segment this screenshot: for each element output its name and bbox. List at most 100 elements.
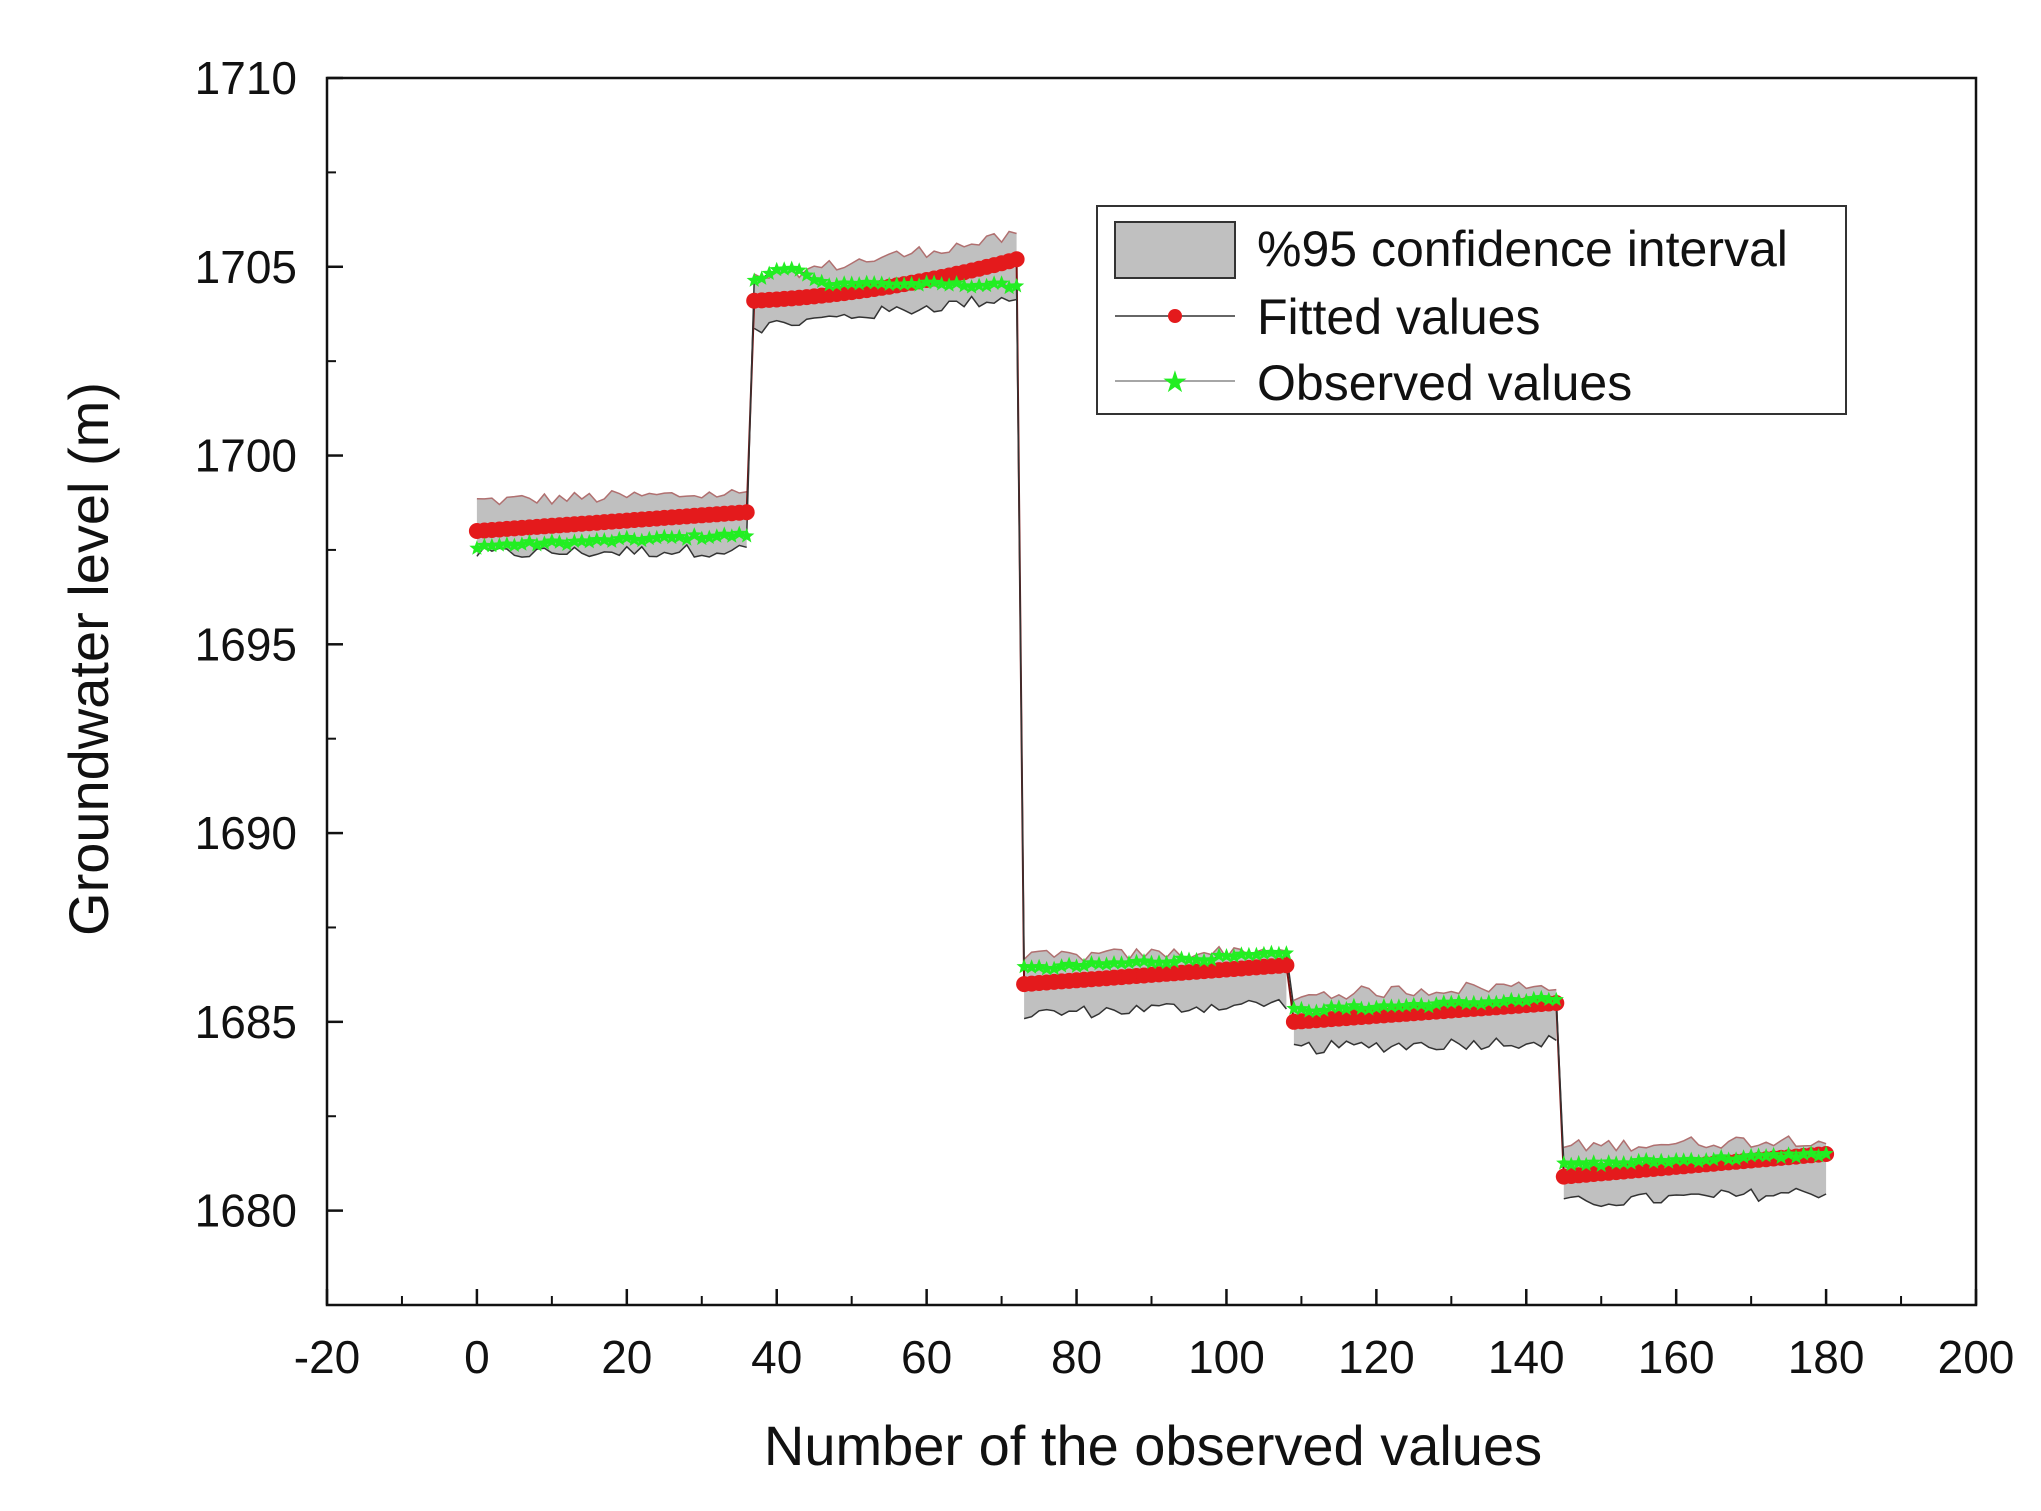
observed-point-8 bbox=[529, 537, 545, 552]
observed-point-114 bbox=[1323, 999, 1339, 1014]
confidence-band-lower-edge-4 bbox=[1293, 1034, 1557, 1055]
observed-point-27 bbox=[671, 528, 687, 544]
legend-label-fitted: Fitted values bbox=[1257, 289, 1540, 345]
observed-point-20 bbox=[619, 529, 635, 545]
observed-point-50 bbox=[844, 275, 860, 290]
observed-point-86 bbox=[1113, 955, 1130, 970]
y-tick-label-4: 1700 bbox=[195, 430, 297, 482]
observed-point-64 bbox=[949, 275, 965, 290]
observed-point-118 bbox=[1353, 1000, 1369, 1015]
observed-point-93 bbox=[1166, 953, 1182, 969]
observed-point-175 bbox=[1781, 1146, 1797, 1161]
fitted-point-108 bbox=[1278, 957, 1295, 974]
observed-point-99 bbox=[1211, 947, 1227, 963]
observed-point-146 bbox=[1563, 1156, 1579, 1172]
observed-point-56 bbox=[889, 276, 905, 291]
observed-point-58 bbox=[904, 275, 920, 291]
observed-point-112 bbox=[1308, 1003, 1324, 1018]
observed-point-108 bbox=[1278, 945, 1294, 960]
observed-point-53 bbox=[866, 275, 882, 290]
observed-point-156 bbox=[1638, 1151, 1654, 1167]
observed-point-124 bbox=[1398, 997, 1414, 1013]
observed-point-12 bbox=[559, 536, 575, 551]
observed-point-28 bbox=[679, 531, 695, 546]
x-tick-label-11: 200 bbox=[1938, 1331, 2015, 1383]
observed-point-134 bbox=[1473, 996, 1489, 1011]
observed-point-79 bbox=[1061, 956, 1077, 971]
observed-point-121 bbox=[1376, 998, 1392, 1013]
legend-swatch-band bbox=[1114, 221, 1236, 279]
observed-point-128 bbox=[1428, 996, 1444, 1011]
observed-point-63 bbox=[941, 277, 957, 292]
legend-label-observed: Observed values bbox=[1257, 355, 1632, 411]
confidence-band-lower-edge-2 bbox=[753, 295, 1017, 334]
fitted-point-36 bbox=[738, 504, 755, 521]
observed-point-51 bbox=[851, 276, 867, 291]
observed-point-21 bbox=[626, 531, 642, 546]
observed-point-16 bbox=[589, 531, 605, 547]
observed-point-34 bbox=[724, 528, 740, 543]
observed-point-138 bbox=[1503, 991, 1519, 1007]
observed-point-23 bbox=[641, 530, 657, 546]
x-tick-label-7: 120 bbox=[1338, 1331, 1415, 1383]
observed-point-73 bbox=[1016, 958, 1032, 974]
observed-point-42 bbox=[784, 260, 800, 275]
observed-point-26 bbox=[664, 529, 680, 545]
observed-point-103 bbox=[1241, 946, 1257, 962]
observed-point-43 bbox=[791, 262, 807, 277]
observed-point-68 bbox=[979, 277, 995, 293]
observed-point-94 bbox=[1173, 950, 1190, 965]
confidence-band-upper-edge-4 bbox=[1293, 981, 1557, 1001]
y-tick-label-5: 1705 bbox=[195, 241, 297, 293]
observed-point-169 bbox=[1736, 1149, 1752, 1164]
observed-point-18 bbox=[604, 533, 620, 548]
observed-point-111 bbox=[1301, 1003, 1317, 1018]
observed-point-141 bbox=[1526, 990, 1542, 1006]
observed-point-162 bbox=[1683, 1151, 1699, 1166]
x-tick-label-6: 100 bbox=[1188, 1331, 1265, 1383]
observed-point-101 bbox=[1226, 948, 1242, 963]
observed-point-76 bbox=[1039, 960, 1055, 976]
observed-point-164 bbox=[1698, 1152, 1714, 1167]
confidence-band-lower-edge-5 bbox=[1563, 1187, 1827, 1208]
observed-point-131 bbox=[1451, 993, 1467, 1009]
observed-point-14 bbox=[574, 533, 590, 548]
observed-point-127 bbox=[1421, 998, 1437, 1014]
observed-point-154 bbox=[1623, 1155, 1639, 1170]
observed-point-92 bbox=[1158, 954, 1175, 970]
observed-point-170 bbox=[1743, 1147, 1759, 1163]
observed-point-172 bbox=[1758, 1148, 1774, 1163]
observed-point-19 bbox=[611, 530, 627, 546]
observed-point-139 bbox=[1511, 992, 1527, 1008]
observed-point-17 bbox=[596, 532, 612, 547]
observed-point-122 bbox=[1383, 998, 1399, 1013]
observed-point-179 bbox=[1811, 1148, 1827, 1163]
observed-point-62 bbox=[934, 276, 950, 291]
confidence-band-upper-edge-2 bbox=[753, 230, 1017, 279]
observed-point-3 bbox=[491, 537, 507, 552]
observed-point-148 bbox=[1578, 1156, 1594, 1172]
observed-point-0 bbox=[469, 540, 485, 555]
y-axis-title: Groundwater level (m) bbox=[57, 382, 120, 936]
observed-point-140 bbox=[1518, 992, 1534, 1008]
observed-point-119 bbox=[1361, 1001, 1377, 1016]
observed-point-91 bbox=[1151, 954, 1167, 969]
observed-point-89 bbox=[1136, 953, 1152, 968]
legend-marker-fitted bbox=[1168, 309, 1182, 323]
observed-point-158 bbox=[1653, 1152, 1669, 1168]
observed-point-84 bbox=[1098, 956, 1115, 971]
observed-point-173 bbox=[1766, 1146, 1782, 1162]
observed-point-126 bbox=[1413, 996, 1429, 1012]
x-tick-label-10: 180 bbox=[1788, 1331, 1865, 1383]
observed-point-29 bbox=[686, 527, 702, 542]
observed-point-52 bbox=[859, 274, 875, 290]
axes: -20 0 20 40 60 80 100 120 140 160 180 200 1680 1685 16… bbox=[195, 52, 2015, 1383]
plot-area bbox=[468, 230, 1835, 1208]
observed-point-133 bbox=[1466, 994, 1482, 1010]
observed-point-165 bbox=[1706, 1151, 1722, 1167]
observed-point-37 bbox=[746, 272, 762, 287]
confidence-band-upper-edge-5 bbox=[1563, 1135, 1827, 1152]
observed-point-24 bbox=[649, 529, 665, 545]
x-tick-label-9: 160 bbox=[1638, 1331, 1715, 1383]
observed-point-40 bbox=[769, 261, 785, 277]
